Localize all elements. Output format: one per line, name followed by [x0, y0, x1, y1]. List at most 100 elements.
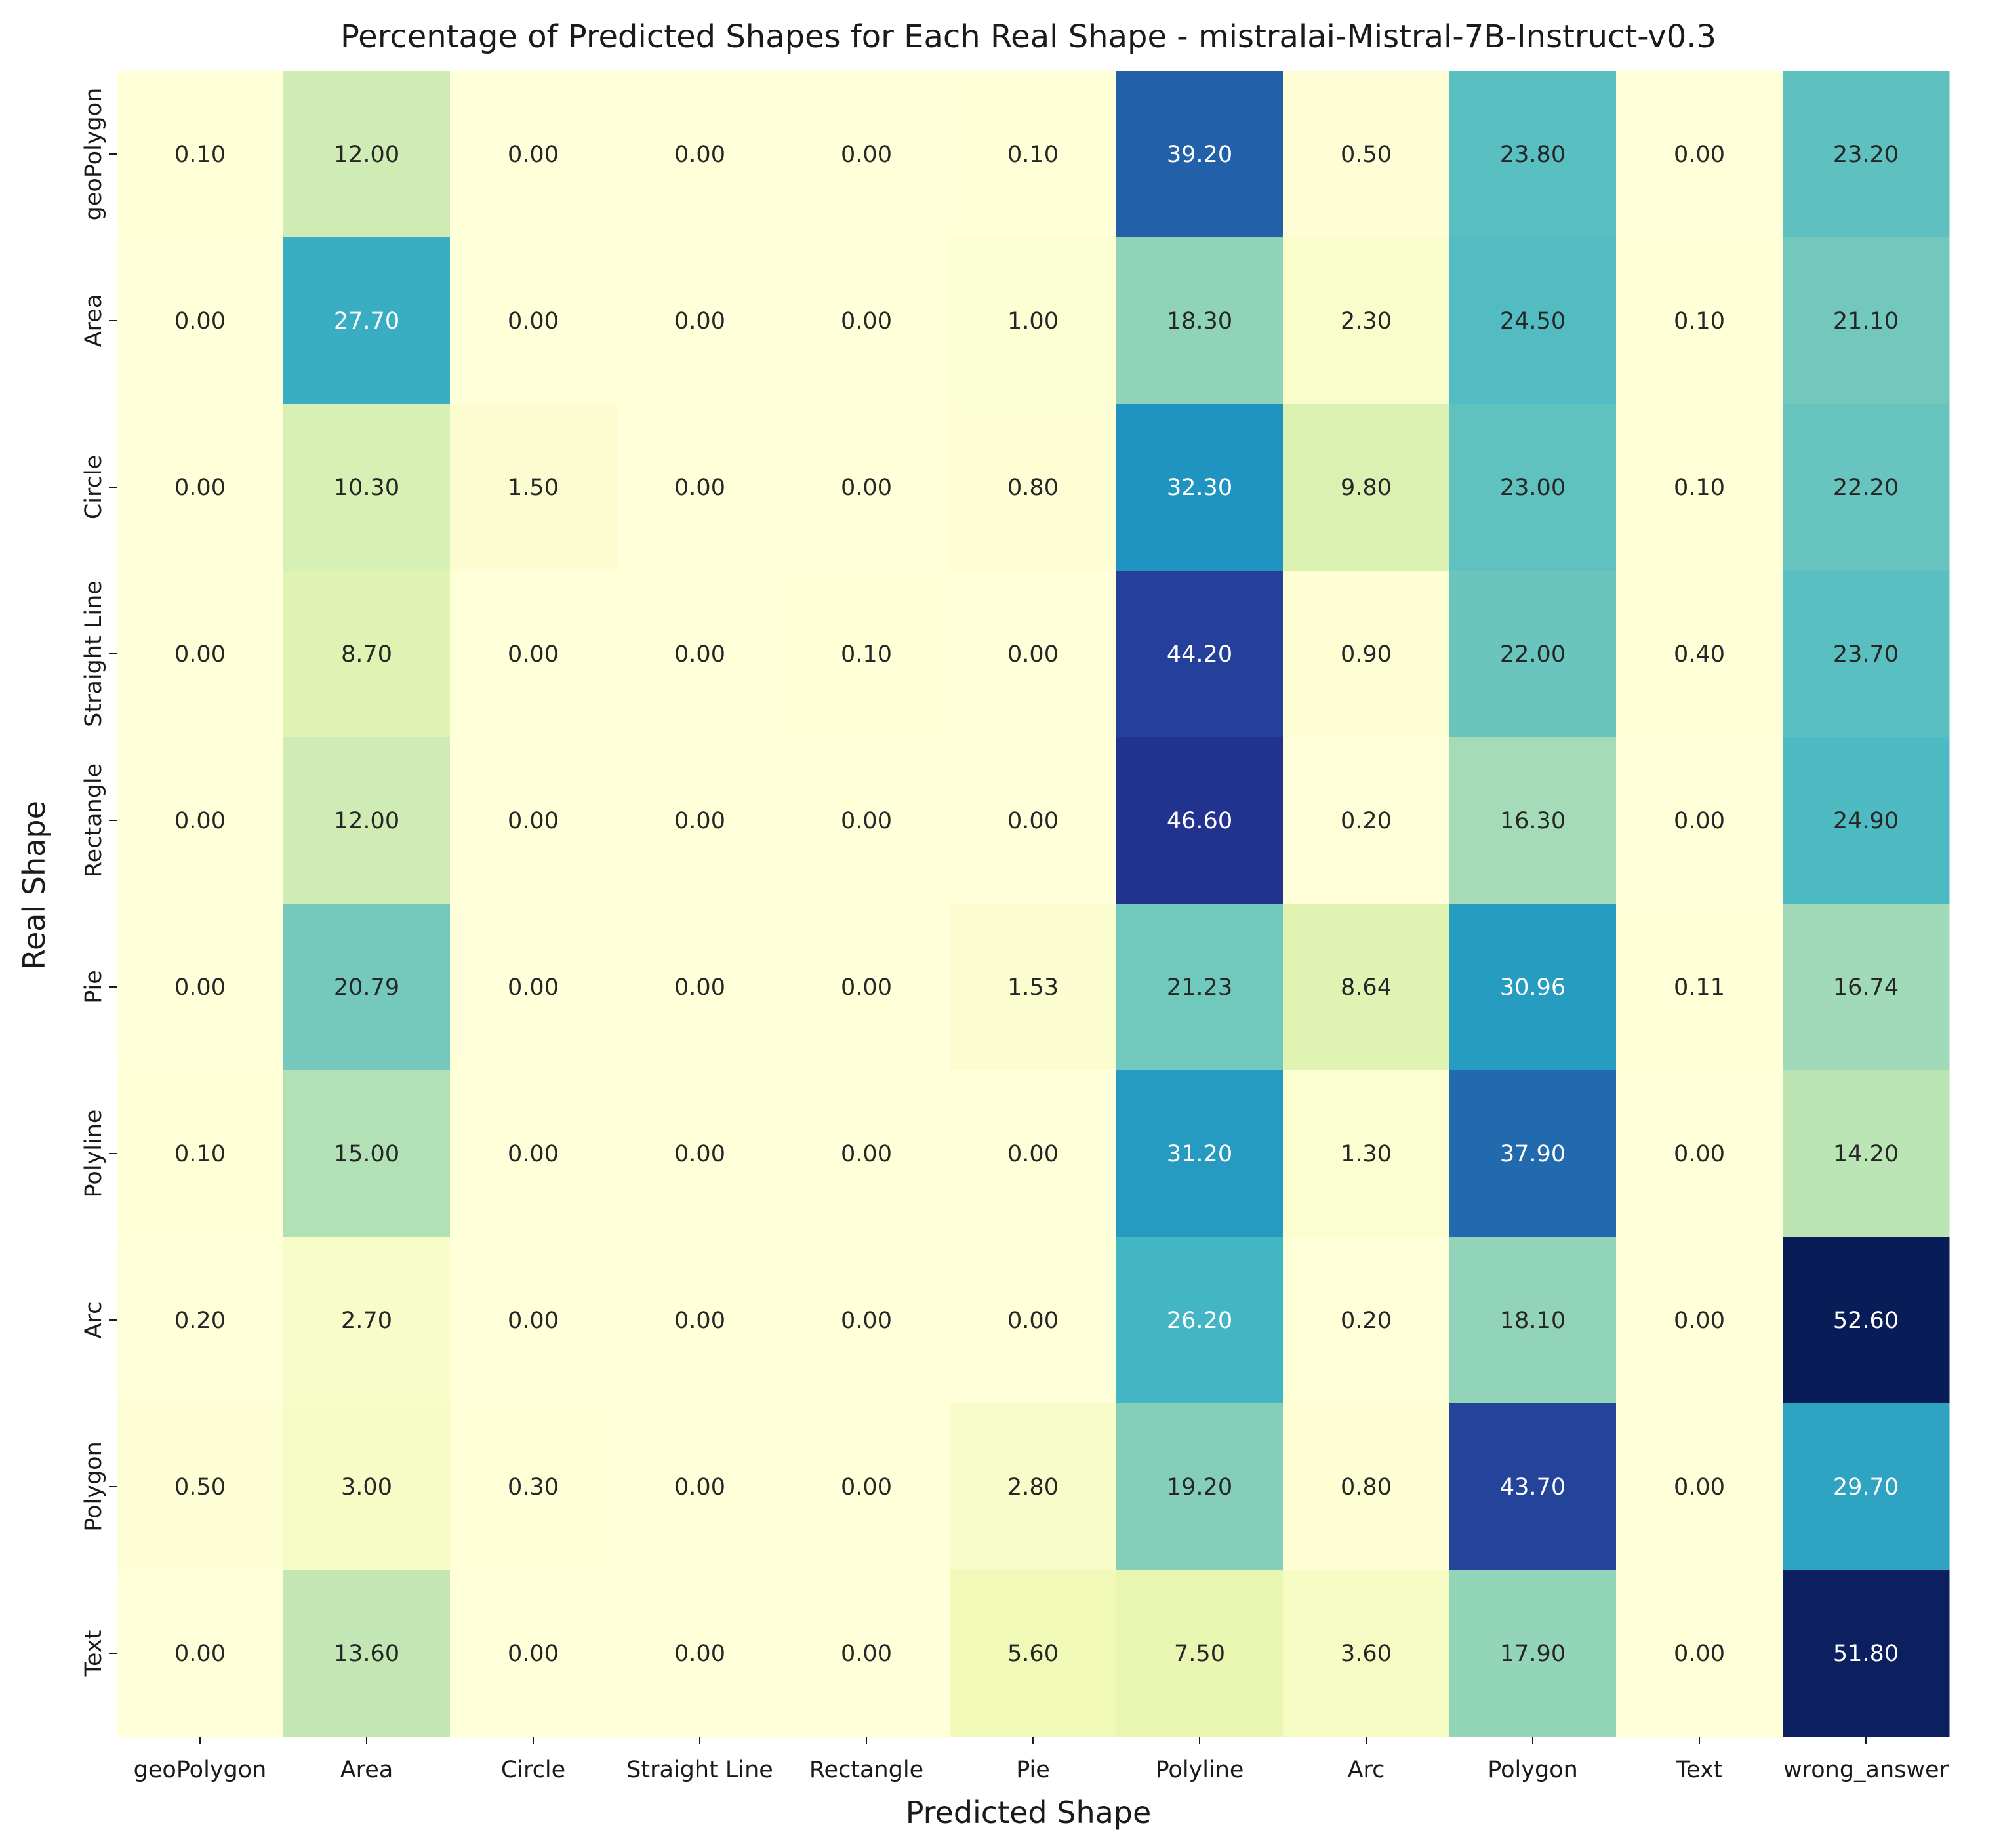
cell-value-label: 0.00: [1007, 808, 1059, 834]
x-tick-label: Pie: [1016, 1757, 1050, 1783]
heatmap-cell: [1449, 1070, 1617, 1237]
cell-value-label: 21.10: [1833, 308, 1899, 334]
heatmap-cell: [783, 1237, 950, 1404]
heatmap-cell: [1616, 71, 1783, 238]
cell-value-label: 0.00: [508, 308, 559, 334]
cell-value-label: 1.50: [508, 475, 559, 501]
heatmap-cell: [783, 237, 950, 405]
heatmap-cell: [1116, 237, 1284, 405]
cell-value-label: 0.10: [174, 142, 226, 168]
x-tick-label: Polygon: [1487, 1757, 1578, 1783]
heatmap-cell: [783, 571, 950, 738]
cell-value-label: 0.00: [674, 641, 725, 668]
chart-title: Percentage of Predicted Shapes for Each …: [340, 18, 1716, 55]
heatmap-cell: [1283, 1070, 1450, 1237]
heatmap-cell: [1116, 404, 1284, 571]
heatmap-cell-labels: 0.10 12.00 0.00 0.00 0.00 0.10 39.20 0.50 23.80 0…: [174, 142, 1899, 1667]
cell-value-label: 0.20: [174, 1308, 226, 1334]
heatmap-cell: [117, 737, 284, 904]
heatmap-cell: [617, 1070, 784, 1237]
heatmap-cell: [1449, 737, 1617, 904]
heatmap-cell: [117, 1237, 284, 1404]
heatmap-cell: [1283, 71, 1450, 238]
heatmap-cell: [117, 1570, 284, 1737]
cell-value-label: 0.00: [1674, 1641, 1725, 1667]
cell-value-label: 14.20: [1833, 1141, 1899, 1167]
cell-value-label: 0.10: [1674, 475, 1725, 501]
cell-value-label: 0.20: [1341, 1308, 1392, 1334]
heatmap-cell: [1449, 404, 1617, 571]
cell-value-label: 27.70: [334, 308, 399, 334]
heatmap-cell: [783, 1070, 950, 1237]
cell-value-label: 0.00: [174, 974, 226, 1001]
heatmap-cell: [1283, 1237, 1450, 1404]
heatmap-cell: [950, 404, 1117, 571]
heatmap-cell: [283, 1237, 451, 1404]
heatmap-cell: [950, 904, 1117, 1071]
x-tick-label: geoPolygon: [134, 1757, 267, 1783]
heatmap-cells: [117, 71, 1950, 1737]
heatmap-cell: [617, 1570, 784, 1737]
cell-value-label: 0.00: [508, 142, 559, 168]
heatmap-cell: [1616, 737, 1783, 904]
cell-value-label: 7.50: [1174, 1641, 1225, 1667]
heatmap-cell: [1783, 904, 1950, 1071]
heatmap-cell: [1449, 904, 1617, 1071]
cell-value-label: 44.20: [1167, 641, 1232, 668]
heatmap-cell: [283, 404, 451, 571]
heatmap-cell: [1783, 71, 1950, 238]
x-tick-label: Rectangle: [809, 1757, 923, 1783]
y-tick-label: Text: [81, 1630, 107, 1677]
cell-value-label: 24.50: [1500, 308, 1566, 334]
heatmap-cell: [283, 1570, 451, 1737]
cell-value-label: 0.80: [1341, 1474, 1392, 1500]
heatmap-cell: [1783, 737, 1950, 904]
heatmap-cell: [1283, 404, 1450, 571]
cell-value-label: 16.74: [1833, 974, 1899, 1001]
x-tick-label: Circle: [501, 1757, 565, 1783]
cell-value-label: 0.00: [674, 1141, 725, 1167]
cell-value-label: 0.00: [174, 1641, 226, 1667]
cell-value-label: 0.50: [174, 1474, 226, 1500]
heatmap-cell: [1783, 1070, 1950, 1237]
cell-value-label: 0.00: [1007, 641, 1059, 668]
cell-value-label: 0.10: [1007, 142, 1059, 168]
cell-value-label: 12.00: [334, 808, 399, 834]
cell-value-label: 21.23: [1167, 974, 1232, 1001]
cell-value-label: 0.00: [174, 808, 226, 834]
cell-value-label: 1.00: [1007, 308, 1059, 334]
heatmap-cell: [1116, 1570, 1284, 1737]
cell-value-label: 0.00: [841, 308, 892, 334]
heatmap-cell: [1616, 1070, 1783, 1237]
heatmap-cell: [1283, 237, 1450, 405]
heatmap-cell: [783, 737, 950, 904]
cell-value-label: 0.00: [841, 808, 892, 834]
heatmap-cell: [617, 904, 784, 1071]
cell-value-label: 1.30: [1341, 1141, 1392, 1167]
x-tick-label: Area: [340, 1757, 394, 1783]
cell-value-label: 0.00: [508, 808, 559, 834]
cell-value-label: 8.70: [341, 641, 392, 668]
heatmap-cell: [950, 1237, 1117, 1404]
cell-value-label: 0.00: [674, 308, 725, 334]
heatmap-cell: [1616, 1570, 1783, 1737]
cell-value-label: 2.70: [341, 1308, 392, 1334]
x-axis: geoPolygon Area Circle Straight Line Rectang…: [134, 1737, 1949, 1783]
x-tick-label: Arc: [1348, 1757, 1385, 1783]
heatmap-cell: [117, 71, 284, 238]
heatmap-cell: [1783, 237, 1950, 405]
heatmap-cell: [1116, 1403, 1284, 1571]
heatmap-cell: [617, 237, 784, 405]
heatmap-cell: [1116, 1237, 1284, 1404]
cell-value-label: 0.11: [1674, 974, 1725, 1001]
cell-value-label: 0.00: [674, 1474, 725, 1500]
heatmap-cell: [1116, 904, 1284, 1071]
cell-value-label: 0.00: [508, 641, 559, 668]
cell-value-label: 0.00: [1007, 1308, 1059, 1334]
cell-value-label: 22.00: [1500, 641, 1566, 668]
y-tick-label: Polyline: [81, 1110, 107, 1198]
heatmap-cell: [117, 571, 284, 738]
cell-value-label: 39.20: [1167, 142, 1232, 168]
heatmap-cell: [1616, 904, 1783, 1071]
